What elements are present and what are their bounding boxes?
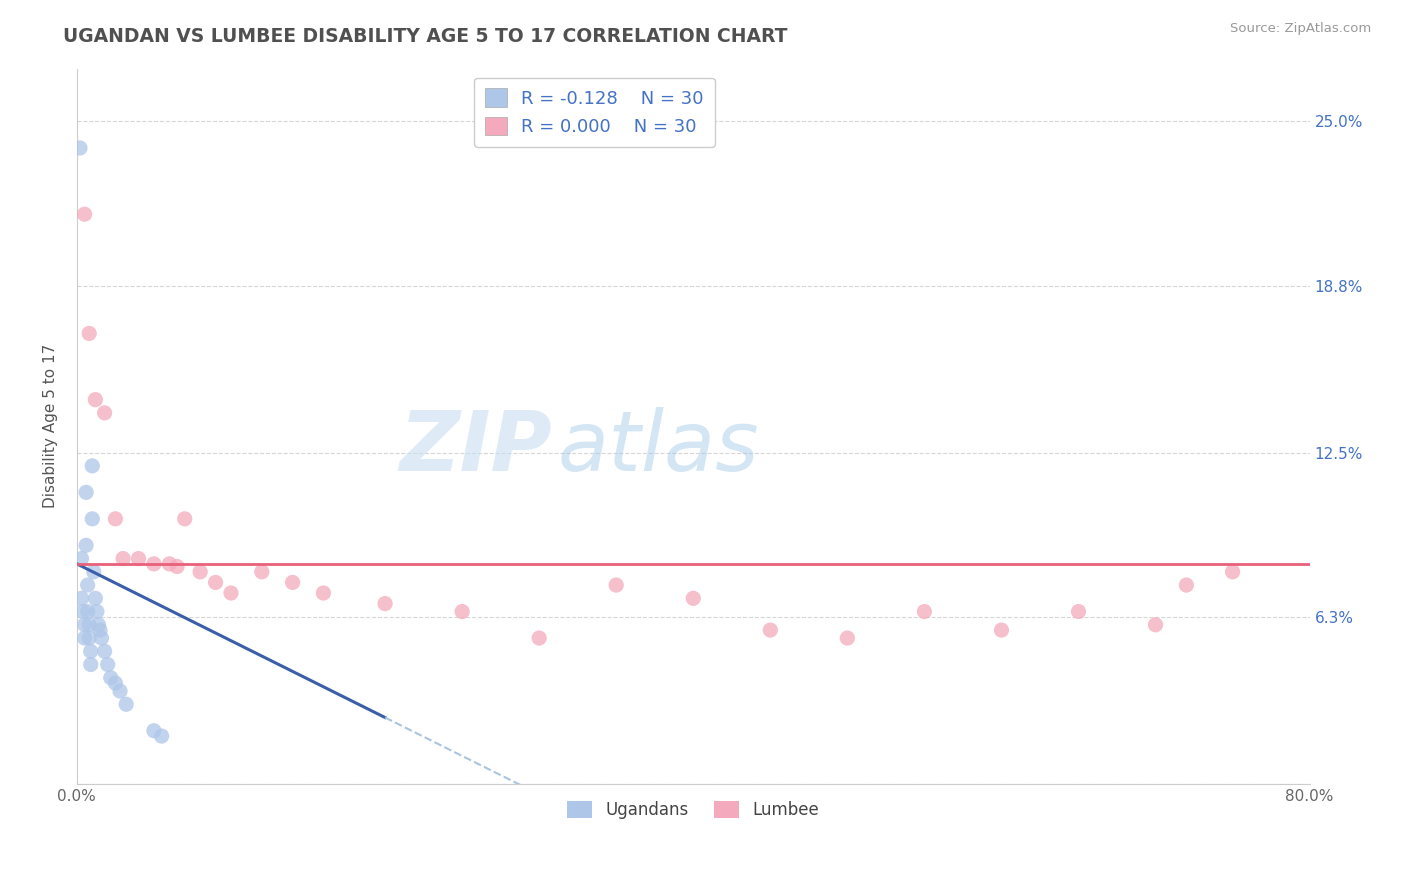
Point <box>1144 617 1167 632</box>
Point <box>97 657 120 672</box>
Point <box>70 591 93 606</box>
Point <box>90 631 112 645</box>
Point <box>759 623 782 637</box>
Point <box>837 631 859 645</box>
Point <box>73 207 96 221</box>
Point <box>72 605 94 619</box>
Point <box>250 565 273 579</box>
Point <box>451 605 474 619</box>
Point <box>166 559 188 574</box>
Point <box>76 605 98 619</box>
Point <box>84 591 107 606</box>
Point <box>86 605 108 619</box>
Point <box>76 578 98 592</box>
Point <box>157 557 180 571</box>
Point <box>527 631 550 645</box>
Point <box>87 617 110 632</box>
Point <box>204 575 226 590</box>
Point <box>112 551 135 566</box>
Y-axis label: Disability Age 5 to 17: Disability Age 5 to 17 <box>44 344 58 508</box>
Point <box>108 684 131 698</box>
Point <box>104 512 127 526</box>
Point <box>75 485 97 500</box>
Point <box>188 565 211 579</box>
Text: atlas: atlas <box>558 407 759 488</box>
Point <box>990 623 1012 637</box>
Point <box>77 326 100 341</box>
Point <box>142 557 165 571</box>
Point <box>128 551 150 566</box>
Point <box>93 644 115 658</box>
Point <box>82 512 104 526</box>
Point <box>77 617 100 632</box>
Point <box>312 586 335 600</box>
Point <box>80 657 103 672</box>
Point <box>605 578 627 592</box>
Point <box>73 617 96 632</box>
Point <box>80 644 103 658</box>
Legend: Ugandans, Lumbee: Ugandans, Lumbee <box>561 794 825 825</box>
Point <box>104 676 127 690</box>
Point <box>115 698 138 712</box>
Point <box>84 392 107 407</box>
Text: Source: ZipAtlas.com: Source: ZipAtlas.com <box>1230 22 1371 36</box>
Point <box>100 671 122 685</box>
Point <box>173 512 195 526</box>
Point <box>374 597 396 611</box>
Point <box>682 591 704 606</box>
Point <box>69 141 91 155</box>
Point <box>73 631 96 645</box>
Point <box>1067 605 1090 619</box>
Point <box>75 538 97 552</box>
Point <box>150 729 173 743</box>
Point <box>77 631 100 645</box>
Point <box>281 575 304 590</box>
Text: ZIP: ZIP <box>399 407 551 488</box>
Point <box>70 551 93 566</box>
Point <box>1222 565 1244 579</box>
Point <box>93 406 115 420</box>
Point <box>219 586 242 600</box>
Point <box>912 605 935 619</box>
Point <box>142 723 165 738</box>
Text: UGANDAN VS LUMBEE DISABILITY AGE 5 TO 17 CORRELATION CHART: UGANDAN VS LUMBEE DISABILITY AGE 5 TO 17… <box>63 27 787 45</box>
Point <box>89 623 111 637</box>
Point <box>82 458 104 473</box>
Point <box>1175 578 1198 592</box>
Point <box>83 565 105 579</box>
